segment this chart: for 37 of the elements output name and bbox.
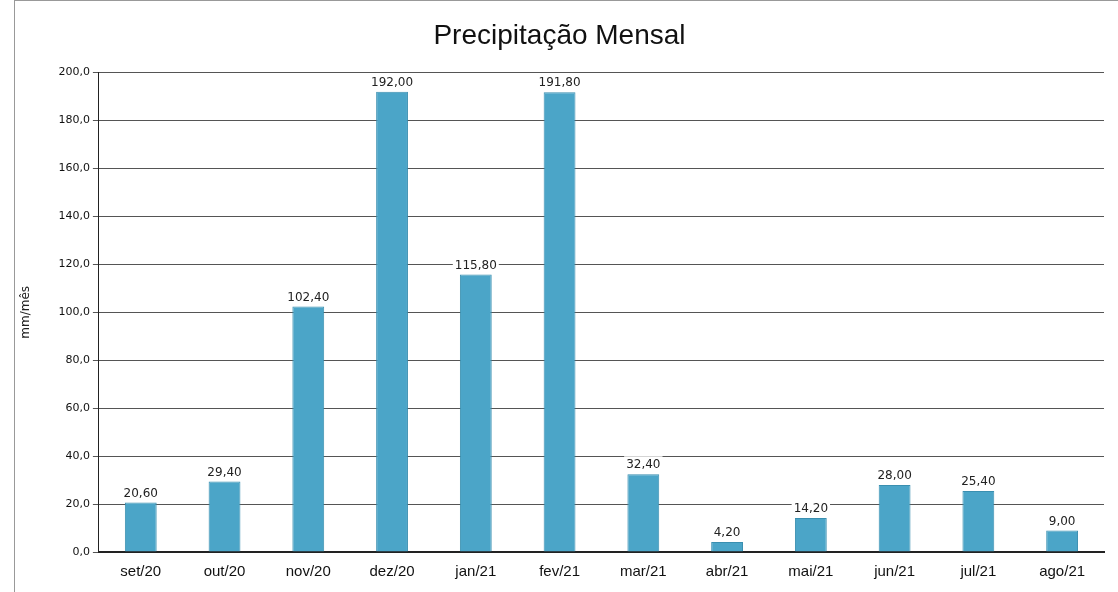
x-tick-label: jan/21 — [454, 562, 497, 580]
y-tick-label: 200,0 — [58, 65, 90, 79]
y-tick-label: 140,0 — [58, 209, 90, 223]
data-label: 4,20 — [713, 525, 741, 540]
x-tick-label: ago/21 — [1039, 562, 1086, 580]
data-label: 192,00 — [371, 74, 414, 89]
data-label: 102,40 — [287, 289, 330, 304]
data-label: 191,80 — [538, 75, 581, 90]
y-tick-label: 180,0 — [58, 113, 90, 127]
y-axis-title: mm/mês — [18, 285, 33, 339]
data-label: 9,00 — [1048, 513, 1076, 528]
data-label: 115,80 — [454, 257, 497, 272]
x-tick-label: out/20 — [203, 562, 246, 580]
x-tick-label: jun/21 — [873, 562, 916, 580]
data-label: 32,40 — [626, 457, 661, 472]
y-tick-label: 20,0 — [65, 496, 90, 510]
y-tick-label: 40,0 — [65, 448, 90, 462]
x-tick-label: jul/21 — [959, 562, 997, 580]
x-tick-label: mar/21 — [619, 562, 667, 580]
x-tick-label: mai/21 — [788, 562, 834, 580]
y-tick-label: 80,0 — [65, 353, 90, 367]
x-tick-label: set/20 — [120, 562, 162, 580]
x-tick-label: abr/21 — [705, 562, 749, 580]
x-tick-label: nov/20 — [285, 562, 331, 580]
chart-title: Precipitação Mensal — [433, 18, 686, 50]
data-label: 14,20 — [793, 501, 829, 516]
y-tick-label: 120,0 — [58, 257, 90, 271]
data-label: 20,60 — [123, 485, 158, 500]
y-tick-label: 0,0 — [72, 544, 90, 558]
x-tick-label: dez/20 — [369, 562, 415, 580]
y-tick-label: 100,0 — [58, 305, 90, 319]
x-tick-label: fev/21 — [539, 562, 580, 580]
data-label: 28,00 — [877, 468, 912, 483]
data-label: 25,40 — [961, 474, 996, 489]
y-tick-label: 60,0 — [65, 401, 90, 415]
data-label: 29,40 — [207, 464, 242, 479]
y-tick-label: 160,0 — [58, 161, 90, 175]
